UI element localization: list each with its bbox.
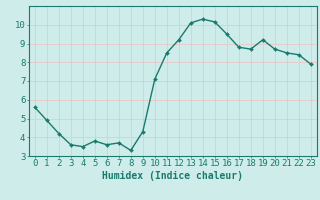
X-axis label: Humidex (Indice chaleur): Humidex (Indice chaleur) [102, 171, 243, 181]
